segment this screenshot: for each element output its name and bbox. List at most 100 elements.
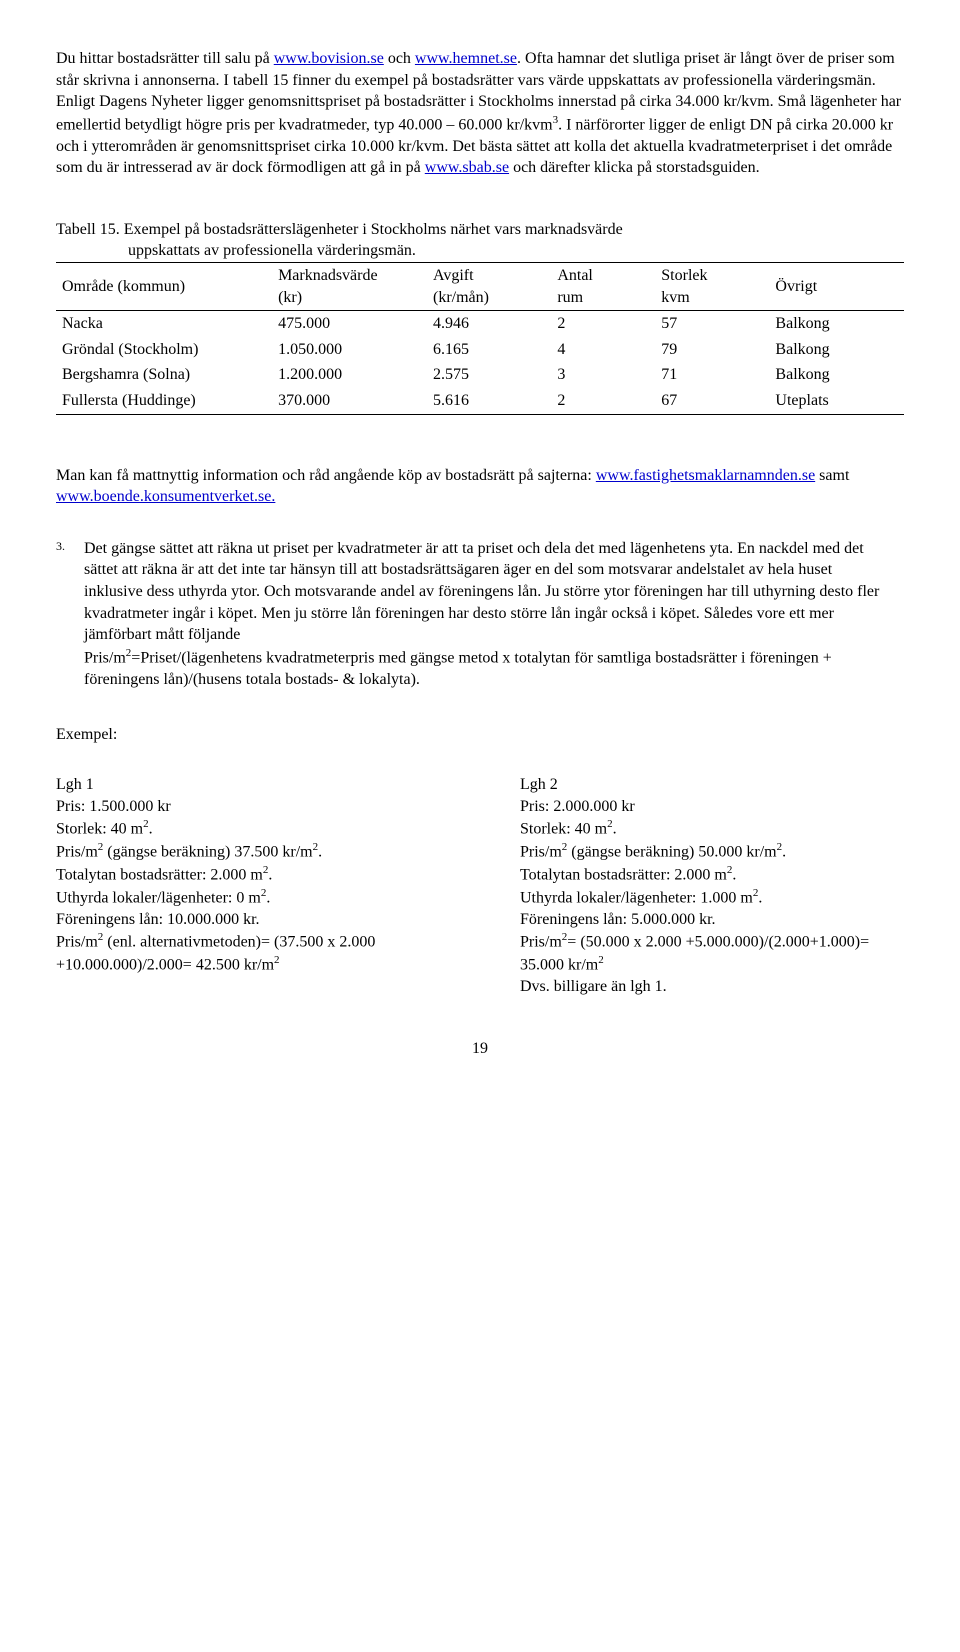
lgh2-line: Totalytan bostadsrätter: 2.000 m2.: [520, 863, 904, 886]
sup: 2: [598, 954, 604, 966]
text: Man kan få mattnyttig information och rå…: [56, 467, 596, 484]
sup: 2: [274, 954, 280, 966]
h: Marknadsvärde: [278, 267, 378, 284]
lgh2-line: Pris/m2 (gängse beräkning) 50.000 kr/m2.: [520, 840, 904, 863]
cell: Fullersta (Huddinge): [56, 388, 272, 414]
t: Totalytan bostadsrätter: 2.000 m: [520, 866, 727, 883]
lgh2-line: Pris: 2.000.000 kr: [520, 796, 904, 818]
t: .: [318, 843, 322, 860]
table-caption: Tabell 15. Exempel på bostadsrättersläge…: [56, 219, 904, 262]
text: =Priset/(lägenhetens kvadratmeterpris me…: [84, 649, 832, 688]
col-ovrigt: Övrigt: [769, 263, 904, 311]
link-maklarnamnden[interactable]: www.fastighetsmaklarnamnden.se: [596, 467, 815, 484]
h: Storlek: [661, 267, 707, 284]
footnote-number: 3.: [56, 538, 80, 554]
cell: 475.000: [272, 311, 427, 337]
cell: 2: [551, 388, 655, 414]
col-storlek: Storlek kvm: [655, 263, 769, 311]
cell: 57: [655, 311, 769, 337]
lgh1-line: Totalytan bostadsrätter: 2.000 m2.: [56, 863, 440, 886]
t: Pris/m: [520, 934, 562, 951]
table-row: Bergshamra (Solna) 1.200.000 2.575 3 71 …: [56, 362, 904, 388]
cell: Balkong: [769, 362, 904, 388]
t: .: [149, 820, 153, 837]
t: .: [613, 820, 617, 837]
sh: (kr/mån): [433, 289, 489, 306]
page-number: 19: [56, 1038, 904, 1060]
h: Avgift: [433, 267, 474, 284]
example-label: Exempel:: [56, 724, 904, 746]
cell: 6.165: [427, 337, 551, 363]
cell: 67: [655, 388, 769, 414]
t: Totalytan bostadsrätter: 2.000 m: [56, 866, 263, 883]
info-paragraph: Man kan få mattnyttig information och rå…: [56, 465, 904, 508]
cell: 2.575: [427, 362, 551, 388]
t: Pris/m: [56, 934, 98, 951]
t: .: [782, 843, 786, 860]
t: Pris/m: [56, 843, 98, 860]
t: .: [732, 866, 736, 883]
t: Uthyrda lokaler/lägenheter: 0 m: [56, 889, 261, 906]
t: Pris/m: [520, 843, 562, 860]
sh: rum: [557, 289, 583, 306]
t: Storlek: 40 m: [56, 820, 143, 837]
cell: Bergshamra (Solna): [56, 362, 272, 388]
lgh2-column: Lgh 2 Pris: 2.000.000 kr Storlek: 40 m2.…: [520, 774, 904, 998]
cell: 1.200.000: [272, 362, 427, 388]
lgh2-line: Dvs. billigare än lgh 1.: [520, 976, 904, 998]
cell: Balkong: [769, 337, 904, 363]
cell: 370.000: [272, 388, 427, 414]
caption-line2: uppskattats av professionella värderings…: [56, 240, 904, 262]
col-antal: Antal rum: [551, 263, 655, 311]
text: samt: [815, 467, 849, 484]
text: Det gängse sättet att räkna ut priset pe…: [84, 540, 879, 643]
link-hemnet[interactable]: www.hemnet.se: [415, 50, 517, 67]
text: och: [384, 50, 415, 67]
h: Övrigt: [775, 278, 817, 295]
price-table: Område (kommun) Marknadsvärde (kr) Avgif…: [56, 262, 904, 415]
text: och därefter klicka på storstadsguiden.: [509, 159, 760, 176]
lgh2-title: Lgh 2: [520, 774, 904, 796]
cell: Balkong: [769, 311, 904, 337]
lgh1-line: Storlek: 40 m2.: [56, 817, 440, 840]
cell: 1.050.000: [272, 337, 427, 363]
h: Område (kommun): [62, 278, 185, 295]
h: Antal: [557, 267, 593, 284]
table-body: Nacka 475.000 4.946 2 57 Balkong Gröndal…: [56, 311, 904, 414]
cell: Gröndal (Stockholm): [56, 337, 272, 363]
link-bovision[interactable]: www.bovision.se: [274, 50, 384, 67]
table-row: Nacka 475.000 4.946 2 57 Balkong: [56, 311, 904, 337]
lgh1-line: Pris/m2 (gängse beräkning) 37.500 kr/m2.: [56, 840, 440, 863]
text: Du hittar bostadsrätter till salu på: [56, 50, 274, 67]
t: (gängse beräkning) 50.000 kr/m: [567, 843, 776, 860]
table-header-row: Område (kommun) Marknadsvärde (kr) Avgif…: [56, 263, 904, 311]
t: Uthyrda lokaler/lägenheter: 1.000 m: [520, 889, 753, 906]
cell: 79: [655, 337, 769, 363]
caption-line1: Tabell 15. Exempel på bostadsrättersläge…: [56, 221, 623, 238]
cell: Nacka: [56, 311, 272, 337]
table-row: Gröndal (Stockholm) 1.050.000 6.165 4 79…: [56, 337, 904, 363]
footnote-3: 3. Det gängse sättet att räkna ut priset…: [56, 538, 904, 690]
lgh2-line: Storlek: 40 m2.: [520, 817, 904, 840]
example-columns: Lgh 1 Pris: 1.500.000 kr Storlek: 40 m2.…: [56, 774, 904, 998]
t: .: [268, 866, 272, 883]
col-omrade: Område (kommun): [56, 263, 272, 311]
link-konsumentverket[interactable]: www.boende.konsumentverket.se.: [56, 488, 275, 505]
footnote-body: Det gängse sättet att räkna ut priset pe…: [84, 538, 884, 690]
lgh1-line: Pris/m2 (enl. alternativmetoden)= (37.50…: [56, 930, 440, 976]
cell: 2: [551, 311, 655, 337]
cell: 5.616: [427, 388, 551, 414]
lgh1-column: Lgh 1 Pris: 1.500.000 kr Storlek: 40 m2.…: [56, 774, 440, 998]
t: = (50.000 x 2.000 +5.000.000)/(2.000+1.0…: [520, 934, 869, 974]
link-sbab[interactable]: www.sbab.se: [425, 159, 509, 176]
lgh2-line: Föreningens lån: 5.000.000 kr.: [520, 909, 904, 931]
table-row: Fullersta (Huddinge) 370.000 5.616 2 67 …: [56, 388, 904, 414]
lgh1-title: Lgh 1: [56, 774, 440, 796]
col-marknadsvarde: Marknadsvärde (kr): [272, 263, 427, 311]
cell: 4: [551, 337, 655, 363]
text: Pris/m: [84, 649, 126, 666]
lgh2-line: Pris/m 2= (50.000 x 2.000 +5.000.000)/(2.…: [520, 930, 904, 976]
t: Storlek: 40 m: [520, 820, 607, 837]
col-avgift: Avgift (kr/mån): [427, 263, 551, 311]
lgh2-line: Uthyrda lokaler/lägenheter: 1.000 m2.: [520, 886, 904, 909]
